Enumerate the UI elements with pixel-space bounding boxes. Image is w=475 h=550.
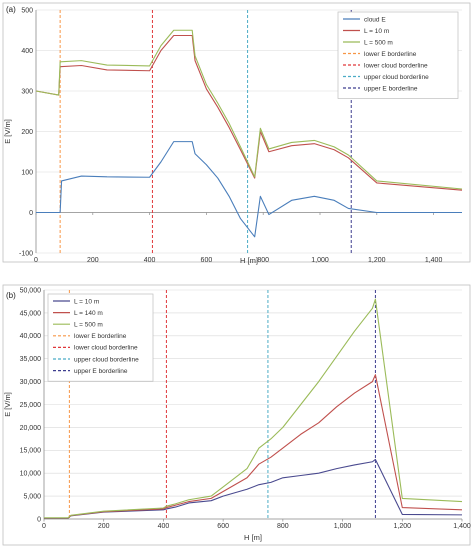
y-axis-title: E [V/m]: [3, 392, 12, 417]
y-tick-label: 200: [21, 129, 33, 136]
x-tick-label: 1,400: [453, 523, 471, 530]
x-tick-label: 1,000: [334, 523, 352, 530]
legend-entry: upper cloud borderline: [74, 356, 139, 363]
y-tick-label: 45,000: [20, 310, 42, 317]
x-tick-label: 800: [257, 257, 269, 264]
legend-box: [337, 11, 459, 99]
x-tick-label: 1,200: [394, 523, 412, 530]
series-line-cloud-e: [36, 141, 462, 238]
series-line-l-10-m: [35, 34, 463, 191]
x-tick-label: 800: [277, 523, 289, 530]
x-tick-label: 200: [98, 523, 110, 530]
x-tick-label: 0: [42, 523, 46, 530]
x-tick-label: 0: [34, 257, 38, 264]
x-tick-label: 1,200: [368, 257, 386, 264]
legend-entry: L = 10 m: [74, 298, 99, 305]
y-tick-label: 0: [29, 210, 33, 217]
legend-entry: lower E borderline: [364, 51, 417, 58]
legend-entry: lower cloud borderline: [74, 345, 138, 352]
y-tick-label: 500: [21, 7, 33, 14]
legend-box: [47, 293, 154, 382]
y-tick-label: 15,000: [20, 448, 42, 455]
legend-entry: L = 500 m: [364, 39, 393, 46]
legend-entry: upper E borderline: [74, 368, 128, 375]
y-tick-label: 25,000: [20, 402, 42, 409]
legend-entry: L = 140 m: [74, 310, 103, 317]
y-tick-label: 300: [21, 88, 33, 95]
series-line-l-500-m: [35, 29, 463, 190]
y-axis-title: E [V/m]: [3, 119, 12, 144]
series-line-l-140-m: [44, 374, 463, 519]
panel-label: (a): [6, 5, 16, 14]
chart-b: (b) 0 5,000 10,000 15,000 20,000 25,000 30,000 3…: [2, 284, 471, 546]
y-tick-label: 40,000: [20, 333, 42, 340]
x-tick-label: 400: [144, 257, 156, 264]
y-tick-label: 35,000: [20, 356, 42, 363]
chart-frame: [2, 2, 471, 263]
y-tick-label: 20,000: [20, 425, 42, 432]
chart-frame: [2, 284, 471, 546]
x-tick-label: 200: [87, 257, 99, 264]
legend-entry: lower cloud borderline: [364, 62, 428, 69]
legend-entry: L = 500 m: [74, 322, 103, 329]
x-tick-label: 600: [217, 523, 229, 530]
legend-entry: upper E borderline: [364, 85, 418, 92]
y-tick-label: 0: [37, 516, 41, 523]
y-tick-label: 100: [21, 169, 33, 176]
y-tick-label: 5,000: [23, 494, 41, 501]
y-tick-label: 10,000: [20, 471, 42, 478]
panel-label: (b): [6, 291, 16, 300]
x-tick-label: 1,400: [425, 257, 443, 264]
x-tick-label: 400: [158, 523, 170, 530]
legend-entry: upper cloud borderline: [364, 74, 429, 81]
x-tick-label: 600: [201, 257, 213, 264]
series-line-l-500-m: [44, 298, 463, 519]
y-tick-label: 30,000: [20, 379, 42, 386]
legend-entry: cloud E: [364, 16, 386, 23]
legend-entry: lower E borderline: [74, 333, 127, 340]
y-tick-label: 400: [21, 48, 33, 55]
x-axis-title: H [m]: [244, 533, 262, 542]
x-axis-title: H [m]: [240, 256, 258, 265]
legend-entry: L = 10 m: [364, 28, 389, 35]
x-tick-label: 1,000: [311, 257, 329, 264]
series-line-l-10-m: [44, 458, 463, 519]
y-tick-label: 50,000: [20, 287, 42, 294]
y-tick-label: -100: [19, 250, 33, 257]
